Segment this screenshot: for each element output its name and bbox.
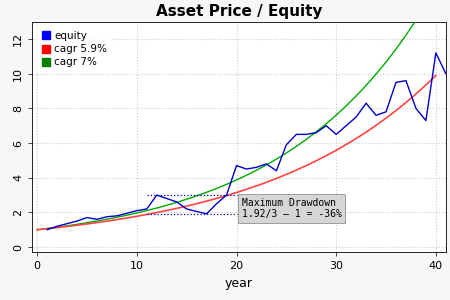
Text: Maximum Drawdown
1.92/3 – 1 = -36%: Maximum Drawdown 1.92/3 – 1 = -36% xyxy=(242,198,342,219)
Legend: equity, cagr 5.9%, cagr 7%: equity, cagr 5.9%, cagr 7% xyxy=(37,27,111,71)
Title: Asset Price / Equity: Asset Price / Equity xyxy=(156,4,322,19)
X-axis label: year: year xyxy=(225,277,253,290)
